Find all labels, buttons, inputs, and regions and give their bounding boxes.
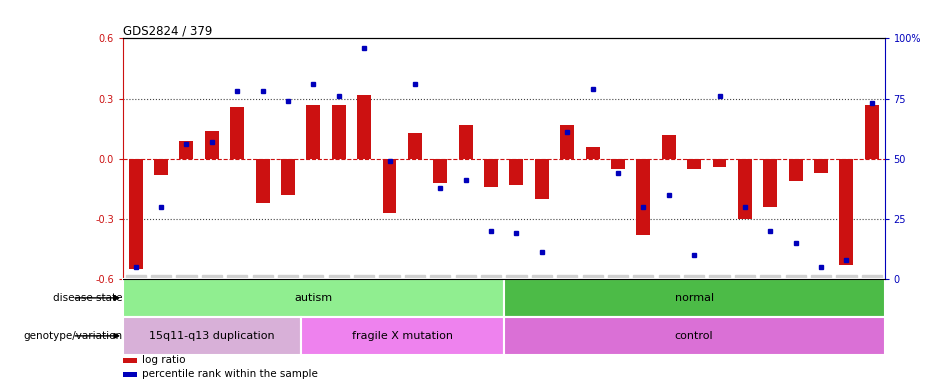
Bar [534,159,549,199]
Text: autism: autism [294,293,332,303]
Bar [433,159,447,183]
Bar [307,104,321,159]
Bar [205,131,219,159]
Bar [281,159,295,195]
Bar [504,279,885,317]
Bar [255,159,270,203]
Text: log ratio: log ratio [142,356,185,366]
Bar [358,94,371,159]
Bar [763,159,778,207]
Bar [123,372,136,377]
Bar [459,124,473,159]
Bar [662,135,675,159]
Text: fragile X mutation: fragile X mutation [352,331,453,341]
Bar [815,159,828,173]
Bar [637,159,650,235]
Bar [789,159,802,181]
Bar [154,159,168,175]
Text: disease state: disease state [54,293,123,303]
Bar [484,159,498,187]
Bar [408,132,422,159]
Bar [586,147,600,159]
Bar [382,159,396,213]
Bar [712,159,727,167]
Bar [230,106,244,159]
Text: normal: normal [674,293,713,303]
Bar [129,159,143,269]
Text: genotype/variation: genotype/variation [24,331,123,341]
Bar [180,141,193,159]
Bar [839,159,853,265]
Bar [301,317,503,355]
Bar [504,317,885,355]
Text: GDS2824 / 379: GDS2824 / 379 [123,24,212,37]
Bar [611,159,625,169]
Text: percentile rank within the sample: percentile rank within the sample [142,369,318,379]
Bar [865,104,879,159]
Text: 15q11-q13 duplication: 15q11-q13 duplication [149,331,274,341]
Bar [687,159,701,169]
Text: control: control [674,331,713,341]
Bar [332,104,345,159]
Bar [123,279,503,317]
Bar [123,317,301,355]
Bar [738,159,752,219]
Bar [560,124,574,159]
Bar [510,159,523,185]
Bar [123,358,136,363]
